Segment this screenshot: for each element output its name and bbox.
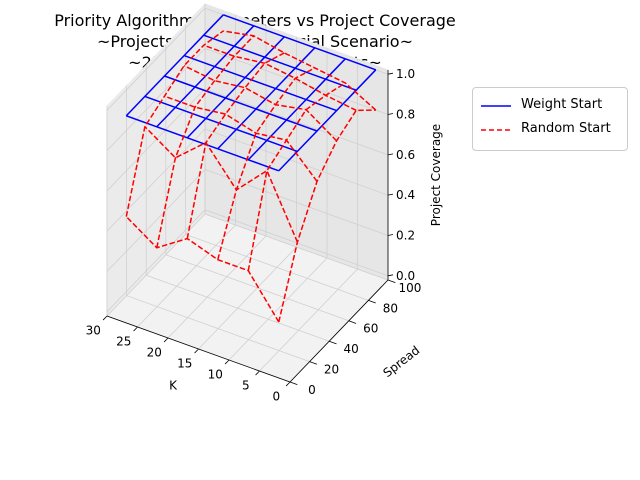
gridline-z-right-1 xyxy=(204,169,389,236)
tick-spread-1 xyxy=(309,361,318,365)
chart-title-line-1: Priority Algorithm Parameters vs Project… xyxy=(54,11,456,30)
tick-spread-4 xyxy=(368,300,376,304)
wire-weight-start-spread-1 xyxy=(144,95,298,153)
legend-label-weight-start: Weight Start xyxy=(521,97,603,112)
wire-weight-start-k-3 xyxy=(186,36,285,139)
tick-label-k-0: 0 xyxy=(272,389,280,403)
wire-weight-start-k-4 xyxy=(156,25,255,128)
tick-label-z-3: 0.6 xyxy=(396,148,415,162)
wire-random-start-k-1 xyxy=(247,82,346,271)
axis-line-spread xyxy=(289,279,389,383)
gridline-spread-bottom-3 xyxy=(165,254,349,322)
wire-weight-start-spread-0 xyxy=(126,115,280,172)
gridline-z-right-2 xyxy=(204,128,389,196)
wire-weight-start-spread-4 xyxy=(203,34,357,91)
gridline-spread-bottom-1 xyxy=(126,295,310,362)
tick-spread-3 xyxy=(348,320,357,324)
wire-random-start-k-5 xyxy=(125,30,224,217)
wire-weight-start-k-0 xyxy=(278,69,377,172)
tick-label-k-3: 15 xyxy=(177,356,192,370)
wire-weight-start-spread-5 xyxy=(223,14,377,71)
tick-k-6 xyxy=(102,315,108,321)
wire-random-start-k-4 xyxy=(156,35,255,248)
gridline-z-left-4 xyxy=(106,48,206,151)
axis-label-k: K xyxy=(169,379,178,393)
wire-random-start-k-3 xyxy=(186,52,285,239)
wire-random-start-k-2 xyxy=(217,67,316,260)
tick-k-1 xyxy=(255,370,260,376)
gridline-z-left-1 xyxy=(106,169,206,272)
tick-z-3 xyxy=(387,153,394,156)
gridline-spread-bottom-4 xyxy=(185,234,369,301)
wire-random-start-spread-1 xyxy=(144,126,299,243)
axis-label-spread: Spread xyxy=(380,343,422,380)
gridline-z-left-5 xyxy=(106,7,206,111)
gridline-spread-bottom-2 xyxy=(146,274,330,342)
tick-label-k-1: 5 xyxy=(242,378,250,392)
gridline-z-right-4 xyxy=(204,48,389,115)
gridline-z-left-3 xyxy=(106,88,206,192)
gridline-k-bottom-2 xyxy=(228,257,328,361)
tick-k-4 xyxy=(163,337,169,343)
tick-label-k-6: 30 xyxy=(86,323,101,337)
tick-z-5 xyxy=(387,72,394,75)
axis-label-z: Project Coverage xyxy=(429,124,443,226)
tick-k-0 xyxy=(285,381,291,387)
tick-label-spread-0: 0 xyxy=(308,383,316,397)
legend-swatch-weight-start xyxy=(481,105,511,107)
tick-k-2 xyxy=(224,359,230,365)
chart-legend: Weight Start Random Start xyxy=(472,87,628,151)
wire-random-start-k-0 xyxy=(278,109,376,323)
tick-spread-2 xyxy=(329,340,337,345)
tick-z-1 xyxy=(387,234,394,236)
wire-weight-start-k-5 xyxy=(125,14,224,117)
legend-swatch-random-start xyxy=(481,129,511,131)
wire-random-start-spread-4 xyxy=(203,44,357,112)
tick-label-z-0: 0.0 xyxy=(396,269,415,283)
tick-label-k-4: 20 xyxy=(147,345,162,359)
tick-z-2 xyxy=(387,193,394,196)
tick-label-z-4: 0.8 xyxy=(396,108,415,122)
gridline-k-bottom-4 xyxy=(167,235,267,339)
wire-random-start-spread-5 xyxy=(223,30,377,111)
tick-label-spread-5: 100 xyxy=(399,281,422,295)
tick-label-z-2: 0.4 xyxy=(396,188,415,202)
tick-z-0 xyxy=(387,274,394,277)
gridline-k-bottom-1 xyxy=(259,268,358,372)
tick-label-k-5: 25 xyxy=(116,334,131,348)
legend-label-random-start: Random Start xyxy=(521,121,611,136)
tick-label-spread-3: 60 xyxy=(363,322,378,336)
wire-weight-start-spread-2 xyxy=(164,75,318,132)
tick-label-z-5: 1.0 xyxy=(396,67,415,81)
wire-weight-start-k-1 xyxy=(247,58,346,161)
tick-k-3 xyxy=(194,348,199,354)
wire-random-start-spread-3 xyxy=(183,65,338,142)
gridline-k-bottom-5 xyxy=(137,224,236,328)
gridline-z-left-2 xyxy=(106,128,206,232)
wire-weight-start-k-2 xyxy=(217,47,316,150)
gridline-k-bottom-6 xyxy=(106,213,206,317)
tick-label-k-2: 10 xyxy=(208,367,223,381)
gridline-spread-bottom-5 xyxy=(204,213,389,281)
wire-random-start-spread-0 xyxy=(125,216,280,323)
tick-label-spread-1: 20 xyxy=(324,363,339,377)
tick-z-4 xyxy=(387,113,394,115)
gridline-z-left-0 xyxy=(106,209,206,313)
tick-label-spread-2: 40 xyxy=(344,342,359,356)
gridline-k-bottom-3 xyxy=(198,246,297,350)
tick-spread-5 xyxy=(387,279,396,284)
wire-random-start-spread-2 xyxy=(164,95,318,182)
tick-label-spread-4: 80 xyxy=(383,301,398,315)
tick-k-5 xyxy=(133,326,138,332)
wire-weight-start-spread-3 xyxy=(183,54,337,112)
tick-spread-0 xyxy=(289,381,298,386)
tick-label-z-1: 0.2 xyxy=(396,228,415,242)
gridline-z-right-3 xyxy=(204,88,389,156)
